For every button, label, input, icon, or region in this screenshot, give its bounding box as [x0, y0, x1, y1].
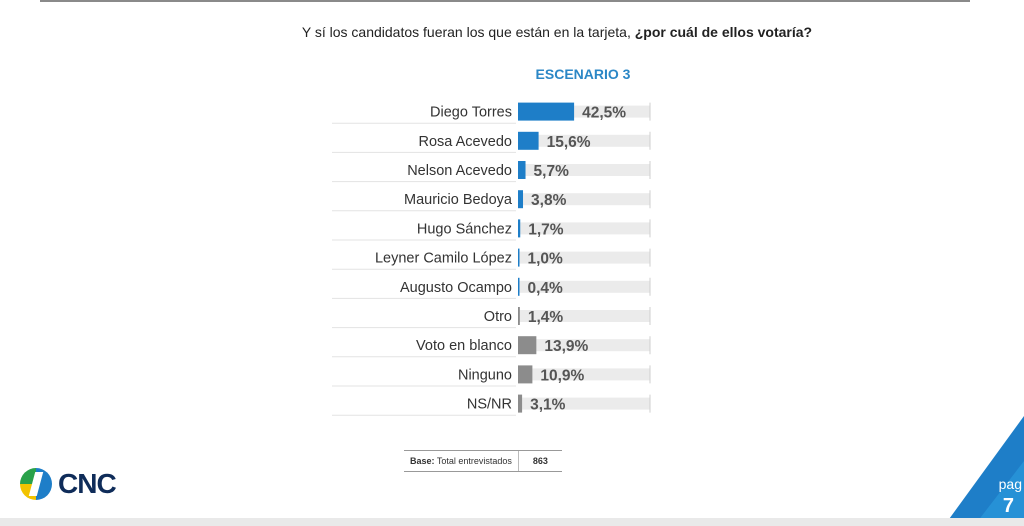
corner-triangle-accent	[974, 461, 1024, 526]
data-label: 15,6%	[547, 134, 591, 151]
bar	[518, 248, 520, 267]
cnc-logo-icon	[20, 468, 52, 500]
bar	[518, 131, 539, 150]
bar	[518, 365, 533, 384]
category-label: Otro	[484, 309, 512, 325]
category-label: Nelson Acevedo	[407, 163, 512, 179]
data-label: 3,1%	[530, 397, 566, 414]
bar	[518, 307, 520, 325]
category-label: Ninguno	[458, 367, 512, 383]
bar-track	[518, 397, 650, 410]
data-label: 42,5%	[582, 105, 626, 122]
bar	[518, 190, 524, 209]
category-label: Rosa Acevedo	[418, 134, 512, 150]
base-label-text: Total entrevistados	[434, 456, 512, 466]
data-label: 13,9%	[544, 338, 588, 355]
bar-track	[518, 280, 650, 293]
bar	[518, 219, 521, 238]
base-value: 863	[532, 456, 548, 466]
bar-track	[518, 368, 650, 381]
data-label: 1,7%	[528, 221, 564, 238]
bar	[518, 277, 520, 296]
category-label: Leyner Camilo López	[375, 251, 512, 267]
data-label: 5,7%	[534, 163, 570, 180]
top-rule	[40, 0, 970, 2]
bar-track	[518, 193, 650, 206]
data-label: 1,0%	[528, 251, 564, 268]
bar	[518, 161, 526, 179]
question-part-a: Y sí los candidatos fueran los que están…	[301, 24, 631, 40]
category-label: Mauricio Bedoya	[404, 192, 513, 208]
base-label-bold: Base:	[410, 456, 435, 466]
data-label: 10,9%	[540, 367, 584, 384]
category-label: Hugo Sánchez	[417, 221, 512, 237]
bar-track	[518, 164, 650, 176]
base-label: Base: Total entrevistados	[404, 451, 519, 471]
data-label: 3,8%	[531, 192, 567, 209]
page-label: pag	[998, 476, 1022, 492]
data-label: 0,4%	[528, 280, 564, 297]
category-label: NS/NR	[467, 397, 512, 413]
category-label: Augusto Ocampo	[400, 280, 512, 296]
bar-track	[518, 222, 650, 235]
category-label: Voto en blanco	[416, 338, 512, 354]
bar-track	[518, 251, 650, 264]
question-text: Y sí los candidatos fueran los que están…	[0, 24, 1024, 40]
category-label: Diego Torres	[430, 105, 512, 121]
cnc-logo: CNC	[20, 468, 117, 500]
bar	[518, 336, 537, 355]
bar-track	[518, 310, 650, 322]
bar-track	[518, 339, 650, 352]
logo-text: CNC	[58, 468, 117, 499]
bar-track	[518, 134, 650, 147]
bar	[518, 394, 523, 413]
scenario-title: ESCENARIO 3	[535, 66, 631, 82]
bar	[518, 102, 575, 121]
base-box: Base: Total entrevistados 863	[404, 450, 562, 472]
bottom-band	[0, 518, 1024, 526]
data-label: 1,4%	[528, 309, 564, 326]
question-part-b: ¿por cuál de ellos votaría?	[634, 24, 813, 40]
page-corner: pag 7	[944, 416, 1024, 526]
page-number: 7	[1002, 495, 1014, 517]
